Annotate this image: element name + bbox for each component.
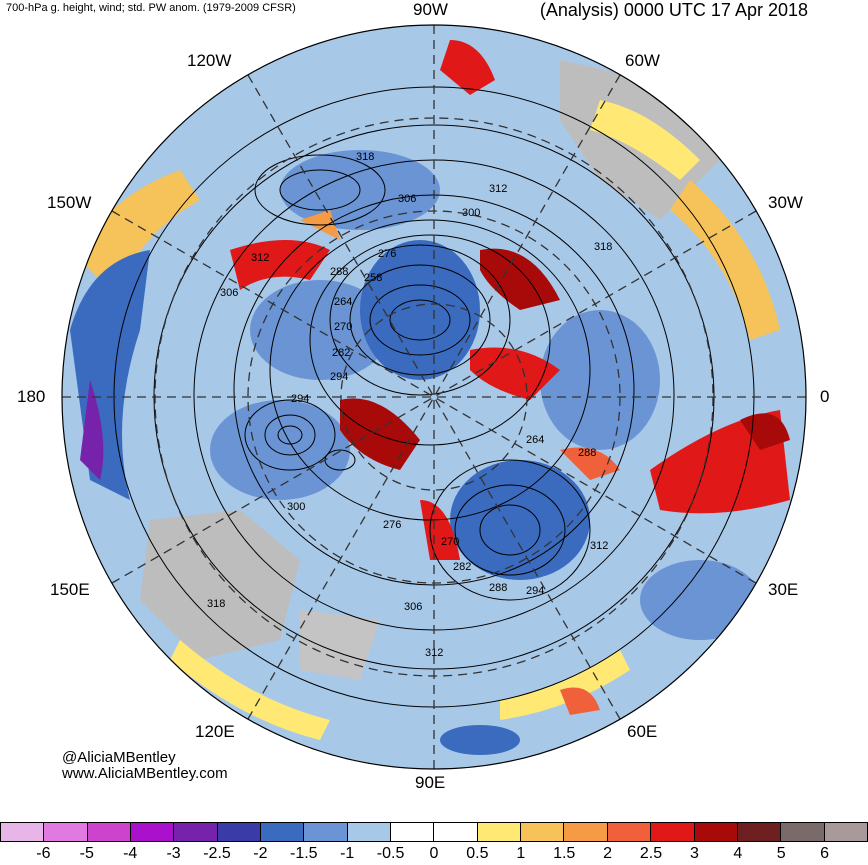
contour-label: 264 [526, 434, 544, 446]
colorbar-swatch [347, 822, 392, 842]
colorbar-swatch [434, 822, 478, 842]
lon-label-30w: 30W [768, 193, 803, 212]
contour-label: 318 [356, 151, 374, 163]
colorbar-swatch [304, 822, 348, 842]
contour-label: 312 [590, 540, 608, 552]
colorbar-swatch [391, 822, 435, 842]
colorbar-swatch [607, 822, 652, 842]
colorbar-tick-label: 5 [776, 845, 786, 862]
colorbar-swatch [564, 822, 608, 842]
colorbar-tick-label: 0 [429, 845, 439, 862]
contour-label: 300 [462, 207, 480, 219]
colorbar-swatch [477, 822, 522, 842]
colorbar-tick-label: 1.5 [553, 845, 576, 862]
contour-label: 294 [291, 393, 309, 405]
lon-label-150w: 150W [47, 193, 92, 212]
colorbar-tick-label: 1 [516, 845, 526, 862]
lon-label-60e: 60E [627, 722, 658, 741]
contour-label: 258 [364, 272, 382, 284]
colorbar-tick-label: -1.5 [290, 845, 318, 862]
colorbar-tick-label: -1 [340, 845, 355, 862]
colorbar-swatch [44, 822, 88, 842]
contour-label: 306 [220, 287, 238, 299]
colorbar-swatch [87, 822, 132, 842]
colorbar-swatch [694, 822, 738, 842]
lon-label-0: 0 [820, 387, 830, 406]
colorbar-swatch [0, 822, 45, 842]
contour-label: 312 [251, 252, 269, 264]
colorbar-swatch [174, 822, 218, 842]
contour-label: 306 [404, 601, 422, 613]
colorbar-tick-label: -2 [253, 845, 268, 862]
colorbar-swatch [261, 822, 305, 842]
contour-label: 312 [425, 647, 443, 659]
author-handle: @AliciaMBentley [62, 749, 176, 766]
contour-label: 318 [594, 241, 612, 253]
colorbar-swatch [131, 822, 175, 842]
colorbar-swatch [737, 822, 782, 842]
contour-label: 306 [398, 193, 416, 205]
colorbar-tick-label: 3 [689, 845, 699, 862]
contour-label: 270 [441, 536, 459, 548]
contour-label: 282 [332, 347, 350, 359]
colorbar-swatch [824, 822, 868, 842]
contour-label: 264 [334, 296, 352, 308]
colorbar-tick-label: 2 [603, 845, 613, 862]
colorbar-tick-label: 2.5 [639, 845, 663, 862]
contour-label: 318 [207, 598, 225, 610]
contour-label: 300 [287, 501, 305, 513]
lon-label-30e: 30E [768, 580, 799, 599]
contour-label: 276 [378, 248, 396, 260]
colorbar-tick-label: 0.5 [466, 845, 489, 862]
lon-label-90w: 90W [413, 0, 448, 19]
colorbar-swatch [651, 822, 695, 842]
colorbar-tick-label: -3 [166, 845, 181, 862]
polar-map: 318 306 312 300 276 288 258 264 270 282 … [61, 24, 807, 770]
contour-label: 282 [453, 561, 471, 573]
contour-label: 294 [330, 371, 348, 383]
colorbar-tick-label: -0.5 [376, 845, 405, 862]
colorbar-tick-label: 4 [733, 845, 743, 862]
colorbar-swatch [521, 822, 565, 842]
colorbar-tick-label: -5 [79, 845, 94, 862]
colorbar-tick-label: 6 [820, 845, 830, 862]
colorbar-tick-label: -2.5 [203, 845, 231, 862]
lon-label-150e: 150E [50, 580, 90, 599]
colorbar [0, 822, 868, 842]
author-website[interactable]: www.AliciaMBentley.com [62, 765, 228, 782]
colorbar-swatch [781, 822, 825, 842]
contour-label-group: 318 306 312 300 276 288 258 264 270 282 … [207, 151, 612, 659]
lon-label-180: 180 [17, 387, 46, 406]
contour-label: 294 [526, 585, 544, 597]
contour-label: 312 [489, 183, 507, 195]
contour-label: 288 [489, 582, 507, 594]
map-title: 700-hPa g. height, wind; std. PW anom. (… [6, 2, 296, 14]
map-boundary [61, 24, 807, 770]
lon-label-120e: 120E [195, 722, 235, 741]
colorbar-swatch [217, 822, 262, 842]
lon-label-60w: 60W [625, 51, 660, 70]
colorbar-tick-label: -4 [123, 845, 138, 862]
contour-label: 276 [383, 519, 401, 531]
lon-label-90e: 90E [415, 773, 446, 792]
contour-label: 270 [334, 321, 352, 333]
contour-label: 288 [578, 447, 596, 459]
graticule [62, 25, 806, 769]
colorbar-tick-label: -6 [36, 845, 51, 862]
analysis-time: (Analysis) 0000 UTC 17 Apr 2018 [539, 0, 808, 20]
lon-label-120w: 120W [187, 51, 232, 70]
contour-label: 288 [330, 266, 348, 278]
